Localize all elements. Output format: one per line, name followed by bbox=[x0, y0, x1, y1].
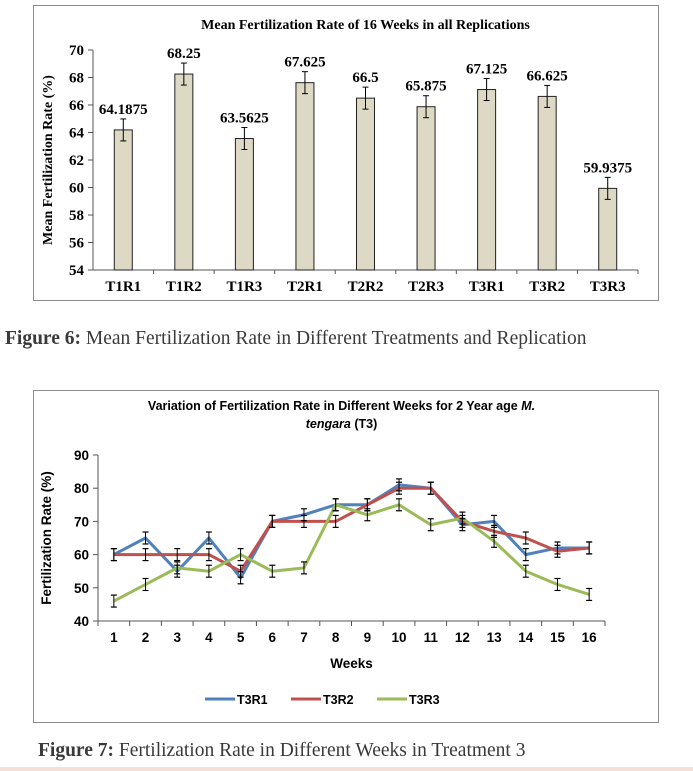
chart-2-y-tick-label: 60 bbox=[74, 548, 89, 563]
chart-2-y-tick-label: 50 bbox=[74, 581, 89, 596]
chart-1-x-tick-label: T1R3 bbox=[226, 279, 262, 295]
chart-2-series-line-t3r2 bbox=[113, 486, 590, 573]
figure-6-text: Mean Fertilization Rate in Different Tre… bbox=[81, 328, 587, 349]
chart-1-bar bbox=[356, 97, 375, 271]
chart-1-bar bbox=[416, 106, 436, 271]
chart-1-y-tick-label: 54 bbox=[69, 263, 85, 279]
chart-2-x-tick-label: 2 bbox=[142, 630, 150, 645]
chart-2-title-part: tengara bbox=[306, 417, 351, 431]
chart-1-y-tick-label: 62 bbox=[69, 153, 84, 169]
chart-2-y-tick-label: 40 bbox=[74, 614, 89, 629]
chart-2-x-tick-label: 6 bbox=[269, 630, 277, 645]
chart-2-x-tick-label: 5 bbox=[237, 630, 245, 645]
chart-1-bar bbox=[477, 89, 497, 271]
chart-2-x-tick-label: 1 bbox=[110, 630, 118, 645]
chart-1-data-label: 67.125 bbox=[466, 62, 507, 78]
chart-2-x-tick-label: 7 bbox=[300, 630, 308, 645]
chart-1-data-label: 67.625 bbox=[284, 55, 325, 71]
chart-2-x-tick-label: 14 bbox=[518, 630, 534, 645]
chart-1-data-label: 66.625 bbox=[527, 68, 568, 84]
fertilization-bar-chart: Mean Fertilization Rate of 16 Weeks in a… bbox=[33, 5, 659, 301]
chart-2-y-axis-label: Fertilization Rate (%) bbox=[39, 471, 54, 605]
chart-1-bar bbox=[174, 73, 194, 271]
chart-2-x-tick-label: 12 bbox=[455, 630, 470, 645]
chart-1-data-label: 68.25 bbox=[167, 46, 201, 62]
figure-7-caption: Figure 7: Fertilization Rate in Differen… bbox=[38, 739, 525, 763]
chart-2-title-line-1: Variation of Fertilization Rate in Diffe… bbox=[148, 399, 535, 413]
chart-2-y-tick-label: 80 bbox=[74, 481, 89, 496]
chart-2-title-part: Variation of Fertilization Rate in Diffe… bbox=[148, 399, 521, 413]
chart-2-x-axis-label: Weeks bbox=[330, 656, 373, 671]
chart-1-bar bbox=[234, 138, 254, 271]
chart-2-x-tick-label: 11 bbox=[424, 630, 439, 645]
chart-2-x-tick-label: 10 bbox=[392, 630, 407, 645]
chart-2-series-line-t3r3 bbox=[113, 503, 590, 603]
chart-2-x-tick-label: 15 bbox=[550, 630, 566, 645]
chart-1-x-tick-label: T3R2 bbox=[529, 279, 565, 295]
chart-1-y-tick-label: 66 bbox=[69, 98, 85, 114]
figure-7-label: Figure 7: bbox=[38, 740, 115, 761]
chart-2-legend-label: T3R3 bbox=[409, 693, 440, 707]
chart-1-y-tick-label: 60 bbox=[69, 181, 84, 197]
figure-6-label: Figure 6: bbox=[5, 328, 82, 349]
chart-1-bar bbox=[598, 187, 618, 271]
chart-1-data-label: 63.5625 bbox=[220, 111, 269, 127]
chart-1-x-tick-label: T2R2 bbox=[348, 279, 384, 295]
page-bottom-bar bbox=[0, 767, 693, 771]
chart-2-title-part: M. bbox=[521, 399, 535, 413]
chart-2-x-tick-label: 9 bbox=[364, 630, 372, 645]
figure-6-caption: Figure 6: Mean Fertilization Rate in Dif… bbox=[5, 327, 680, 351]
chart-1-y-tick-label: 58 bbox=[69, 208, 84, 224]
chart-1-bar bbox=[295, 82, 315, 271]
chart-1-bar bbox=[537, 95, 557, 271]
chart-2-x-tick-label: 16 bbox=[582, 630, 598, 645]
chart-1-x-tick-label: T2R3 bbox=[408, 279, 444, 295]
chart-1-x-tick-label: T3R1 bbox=[469, 279, 505, 295]
chart-1-data-label: 64.1875 bbox=[99, 102, 148, 118]
chart-1-x-tick-label: T3R3 bbox=[590, 279, 626, 295]
chart-2-legend-label: T3R2 bbox=[323, 693, 354, 707]
bar-chart-svg: Mean Fertilization Rate of 16 Weeks in a… bbox=[41, 18, 639, 295]
chart-1-y-tick-label: 64 bbox=[69, 126, 85, 142]
figure-7-text: Fertilization Rate in Different Weeks in… bbox=[114, 740, 526, 761]
chart-1-data-label: 66.5 bbox=[352, 70, 378, 86]
chart-1-x-tick-label: T2R1 bbox=[287, 279, 323, 295]
chart-2-y-tick-label: 90 bbox=[74, 448, 89, 463]
chart-1-y-tick-label: 56 bbox=[69, 236, 85, 252]
chart-1-bar bbox=[113, 129, 133, 271]
chart-2-legend-label: T3R1 bbox=[237, 693, 268, 707]
chart-1-x-tick-label: T1R2 bbox=[166, 279, 202, 295]
chart-2-y-tick-label: 70 bbox=[74, 514, 89, 529]
chart-1-data-label: 59.9375 bbox=[583, 160, 632, 176]
chart-1-data-label: 65.875 bbox=[405, 79, 446, 95]
chart-1-y-tick-label: 68 bbox=[69, 71, 84, 87]
chart-2-x-tick-label: 4 bbox=[205, 630, 213, 645]
chart-1-y-axis-label: Mean Fertilization Rate (%) bbox=[41, 75, 56, 245]
line-chart-svg: Variation of Fertilization Rate in Diffe… bbox=[39, 399, 606, 707]
chart-2-x-tick-label: 3 bbox=[173, 630, 181, 645]
chart-1-y-tick-label: 70 bbox=[69, 43, 84, 59]
chart-2-title-part: (T3) bbox=[351, 417, 377, 431]
chart-1-x-tick-label: T1R1 bbox=[105, 279, 141, 295]
fertilization-line-chart: Variation of Fertilization Rate in Diffe… bbox=[33, 390, 659, 723]
chart-2-x-tick-label: 8 bbox=[332, 630, 340, 645]
chart-2-x-tick-label: 13 bbox=[487, 630, 503, 645]
chart-2-title-line-2: tengara (T3) bbox=[306, 417, 378, 431]
chart-1-title: Mean Fertilization Rate of 16 Weeks in a… bbox=[201, 18, 530, 33]
